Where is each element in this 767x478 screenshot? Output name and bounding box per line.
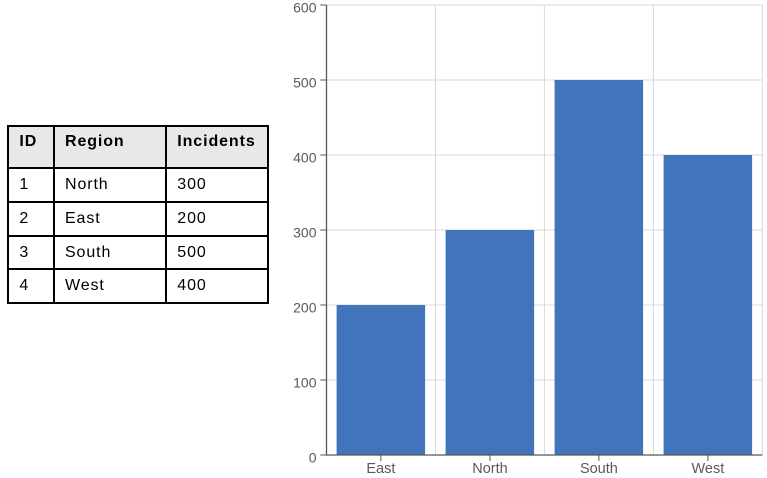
svg-text:South: South (580, 461, 618, 477)
svg-text:200: 200 (293, 300, 317, 316)
svg-text:100: 100 (293, 375, 317, 391)
svg-text:West: West (692, 461, 725, 477)
svg-text:400: 400 (293, 150, 317, 166)
svg-text:600: 600 (293, 0, 317, 16)
svg-text:500: 500 (293, 75, 317, 91)
svg-text:300: 300 (293, 225, 317, 241)
svg-text:0: 0 (309, 450, 317, 466)
svg-text:East: East (366, 461, 395, 477)
svg-text:North: North (472, 461, 507, 477)
